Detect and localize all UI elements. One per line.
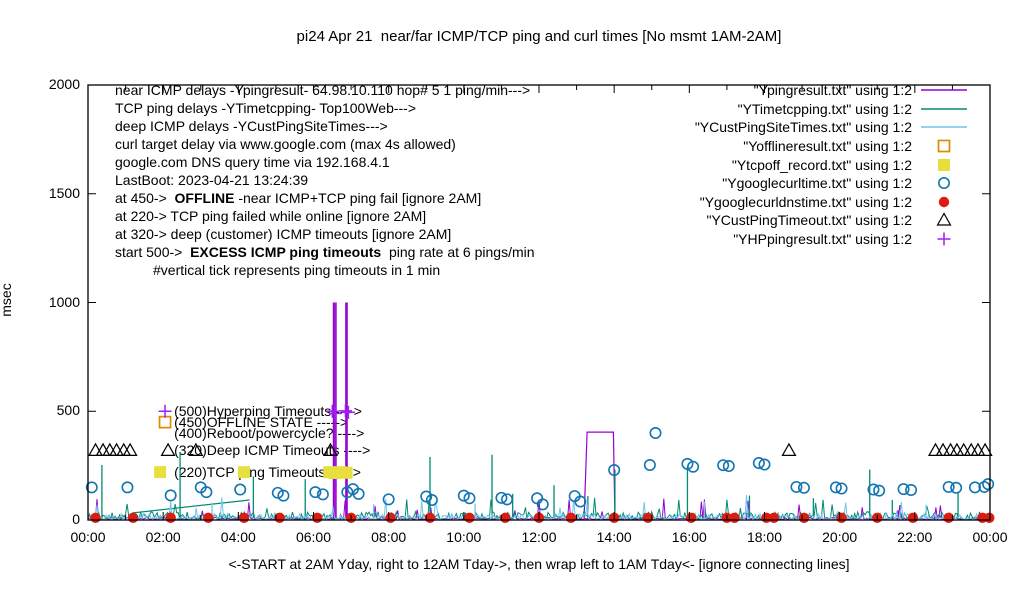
y-axis-label: msec	[0, 283, 14, 317]
annotation-line: start 500-> EXCESS ICMP ping timeouts pi…	[115, 244, 535, 260]
legend-sample	[918, 156, 970, 174]
y-tick-label: 1500	[48, 184, 80, 201]
x-tick-label: 06:00	[295, 529, 332, 545]
y-tick-label: 1000	[48, 293, 80, 310]
mid-annotation-label: (400)Reboot/powercycle? ---->	[174, 425, 365, 441]
annotation-line: at 320-> deep (customer) ICMP timeouts […	[115, 226, 452, 242]
legend-row: "YCustPingTimeout.txt" using 1:2	[695, 211, 970, 230]
annotation-line: near ICMP delays -Ypingresult- 64.98.10.…	[115, 82, 531, 98]
legend-label: "Yofflineresult.txt" using 1:2	[743, 138, 912, 155]
legend-row: "YTimetcpping.txt" using 1:2	[695, 100, 970, 119]
mid-annotation-label: (320)Deep ICMP Timeouts ---->	[174, 442, 371, 459]
annotation-line: at 450-> OFFLINE -near ICMP+TCP ping fai…	[115, 190, 482, 206]
legend-label: "Ygooglecurltime.txt" using 1:2	[722, 175, 912, 192]
annotation-line: TCP ping delays -YTimetcpping- Top100Web…	[115, 100, 417, 116]
legend-label: "Ytcpoff_record.txt" using 1:2	[731, 156, 912, 173]
legend-sample	[918, 193, 970, 211]
legend-label: "YCustPingTimeout.txt" using 1:2	[706, 212, 912, 229]
x-tick-label: 08:00	[371, 529, 407, 545]
legend-sample	[918, 100, 970, 118]
annotation-block: near ICMP delays -Ypingresult- 64.98.10.…	[115, 81, 535, 279]
x-tick-label: 04:00	[220, 529, 256, 545]
legend-row: "Ygooglecurldnstime.txt" using 1:2	[695, 193, 970, 212]
y-tick-label: 0	[72, 511, 80, 527]
chart-title: pi24 Apr 21 near/far ICMP/TCP ping and c…	[296, 28, 782, 45]
x-tick-label: 14:00	[596, 529, 632, 545]
annotation-line: LastBoot: 2023-04-21 13:24:39	[115, 172, 309, 188]
legend-label: "Ygooglecurldnstime.txt" using 1:2	[699, 193, 912, 210]
x-tick-label: 02:00	[145, 529, 181, 545]
y-tick-label: 2000	[48, 76, 80, 92]
legend-row: "Ypingresult.txt" using 1:2	[695, 81, 970, 100]
legend-label: "Ypingresult.txt" using 1:2	[753, 82, 912, 99]
x-tick-label: 18:00	[746, 529, 783, 545]
annotation-line: google.com DNS query time via 192.168.4.…	[115, 154, 390, 170]
legend-sample	[918, 211, 970, 229]
legend-sample	[918, 118, 970, 136]
x-tick-label: 00:00	[972, 529, 1008, 545]
x-tick-label: 16:00	[671, 529, 707, 545]
legend-sample	[918, 230, 970, 248]
x-tick-label: 00:00	[70, 529, 106, 545]
legend: "Ypingresult.txt" using 1:2 "YTimetcpping…	[695, 81, 970, 248]
legend-label: "YCustPingSiteTimes.txt" using 1:2	[694, 119, 912, 136]
legend-row: "YHPpingresult.txt" using 1:2	[695, 230, 970, 249]
legend-sample	[918, 174, 970, 192]
annotation-line: curl target delay via www.google.com (ma…	[115, 136, 456, 152]
annotation-line: at 220-> TCP ping failed while online [i…	[115, 208, 427, 224]
y-tick-label: 500	[56, 402, 80, 419]
legend-label: "YHPpingresult.txt" using 1:2	[733, 231, 912, 248]
legend-row: "Ytcpoff_record.txt" using 1:2	[695, 155, 970, 174]
x-tick-label: 10:00	[446, 529, 482, 545]
mid-annotation-label: (220)TCP ping Timeouts ----->	[174, 464, 361, 481]
x-axis-label: <-START at 2AM Yday, right to 12AM Tday-…	[228, 556, 850, 572]
x-tick-label: 20:00	[822, 529, 858, 545]
legend-row: "YCustPingSiteTimes.txt" using 1:2	[695, 118, 970, 137]
legend-row: "Ygooglecurltime.txt" using 1:2	[695, 174, 970, 193]
annotation-line: deep ICMP delays -YCustPingSiteTimes--->	[115, 118, 388, 134]
legend-sample	[918, 137, 970, 155]
annotation-line: #vertical tick represents ping timeouts …	[153, 262, 441, 278]
legend-sample	[918, 81, 970, 99]
x-tick-label: 12:00	[521, 529, 557, 545]
x-tick-label: 22:00	[897, 529, 933, 545]
legend-row: "Yofflineresult.txt" using 1:2	[695, 137, 970, 156]
legend-label: "YTimetcpping.txt" using 1:2	[737, 100, 912, 117]
